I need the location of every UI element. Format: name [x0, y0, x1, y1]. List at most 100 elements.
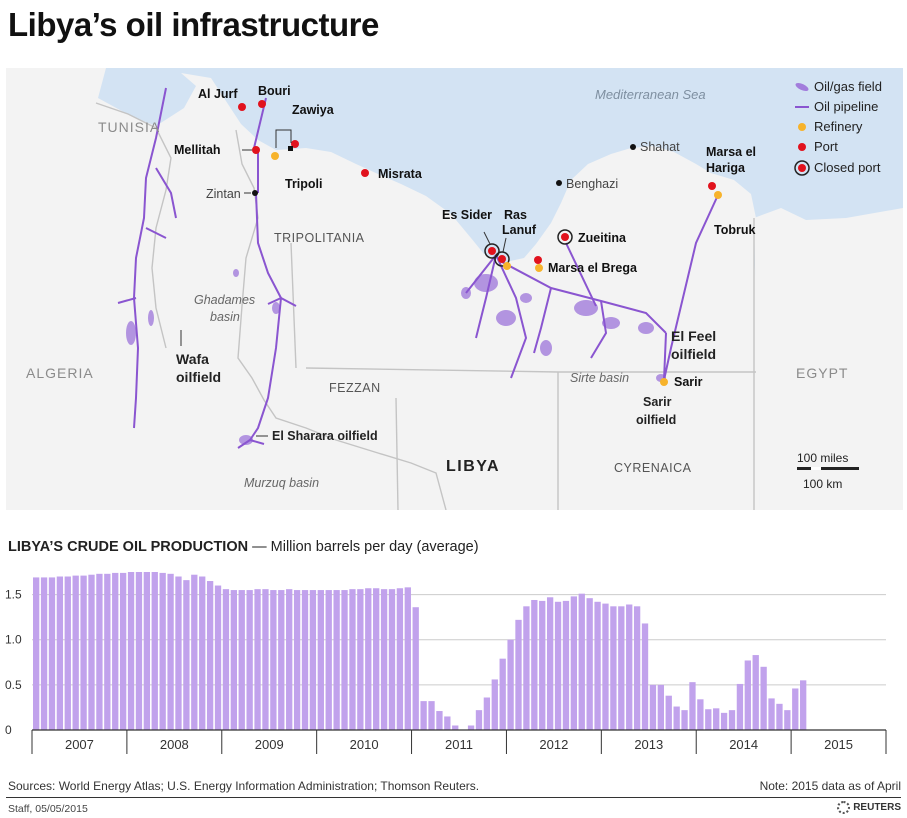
bar — [792, 688, 799, 730]
legend-label-closed-port: Closed port — [814, 160, 881, 175]
x-tick-label: 2015 — [824, 737, 853, 752]
brand-name: REUTERS — [853, 802, 901, 813]
bar — [475, 710, 483, 730]
chart-gridlines: 0 0.5 1.0 1.5 — [5, 588, 886, 737]
place-label-ras-lanuf-line1: Ras — [504, 208, 527, 222]
credit-text: Staff, 05/05/2015 — [8, 803, 88, 815]
scale-label-km: 100 km — [803, 477, 842, 491]
map-markers — [238, 100, 722, 386]
city-marker-benghazi — [556, 180, 562, 186]
port-marker-marsa-brega — [534, 256, 542, 264]
place-label-misrata: Misrata — [378, 167, 423, 181]
bar — [373, 588, 380, 730]
bar — [380, 589, 388, 730]
chart-title: LIBYA’S CRUDE OIL PRODUCTION — [8, 539, 249, 555]
bar — [420, 701, 427, 730]
bar — [728, 710, 736, 730]
chart-x-axis: 2007 2008 2009 2010 2011 2012 2013 2014 2015 — [31, 729, 887, 754]
y-tick-label: 1.0 — [5, 633, 22, 647]
bar — [681, 710, 688, 730]
bar — [515, 619, 522, 730]
bar — [618, 606, 625, 730]
bar — [396, 588, 404, 730]
x-tick-label: 2007 — [65, 737, 94, 752]
bar — [96, 573, 103, 730]
bar — [546, 597, 554, 730]
legend-label-refinery: Refinery — [814, 119, 863, 134]
chart-header: LIBYA’S CRUDE OIL PRODUCTION — Million b… — [8, 539, 479, 555]
footer-rule — [6, 797, 901, 798]
bar — [705, 709, 712, 730]
bar — [135, 572, 143, 730]
bar — [72, 575, 79, 730]
bar — [80, 575, 87, 730]
city-marker-tripoli — [288, 146, 293, 151]
bar — [357, 589, 364, 730]
bar — [199, 576, 206, 730]
bar — [523, 606, 530, 730]
bar — [151, 572, 158, 730]
note-text: Note: 2015 data as of April — [759, 779, 901, 793]
closed-port-marker-zueitina — [557, 229, 573, 245]
bar — [491, 679, 498, 730]
bar — [191, 574, 198, 730]
place-label-zueitina: Zueitina — [578, 231, 627, 245]
bar — [436, 711, 443, 730]
place-label-zintan: Zintan — [206, 187, 241, 201]
chart-bars — [33, 572, 807, 730]
bar — [428, 701, 435, 730]
reuters-logo-icon — [837, 801, 851, 814]
bar — [720, 712, 728, 730]
x-tick-label: 2012 — [539, 737, 568, 752]
bar — [610, 606, 617, 730]
basin-label-ghadames-line2: basin — [210, 310, 240, 324]
y-tick-label: 0 — [5, 723, 12, 737]
closed-port-marker-ras-lanuf — [494, 251, 510, 267]
scale-label-miles: 100 miles — [797, 451, 848, 465]
egypt-land — [754, 208, 903, 510]
bar — [586, 598, 593, 730]
bar — [104, 573, 111, 730]
bar — [33, 577, 40, 730]
chart-subtitle: — Million barrels per day (average) — [252, 539, 479, 555]
y-tick-label: 0.5 — [5, 678, 22, 692]
bar — [562, 600, 570, 730]
reuters-logo: REUTERS — [837, 801, 901, 814]
bar — [48, 577, 56, 730]
x-tick-label: 2011 — [445, 737, 473, 752]
land-area — [6, 68, 760, 510]
x-tick-label: 2010 — [350, 737, 379, 752]
port-marker-al-jurf — [238, 103, 246, 111]
field-label-sarir-line1: Sarir — [643, 395, 672, 409]
bar — [278, 590, 285, 730]
basin-label-sirte: Sirte basin — [570, 371, 629, 385]
production-chart: 00.51.01.5 2007 2008 2009 2010 2011 2012 2013 2… — [5, 572, 887, 754]
field-label-el-feel-line2: oilfield — [671, 346, 716, 362]
bar — [800, 680, 807, 730]
map-legend: Oil/gas field Oil pipeline Refinery Port… — [794, 79, 882, 176]
bar — [570, 596, 578, 730]
bar — [262, 589, 269, 730]
bar — [602, 603, 609, 730]
bar — [88, 574, 95, 730]
basin-label-murzuq: Murzuq basin — [244, 476, 319, 490]
bar — [531, 599, 538, 730]
place-label-bouri: Bouri — [258, 84, 291, 98]
bar — [206, 581, 214, 730]
country-label-egypt: EGYPT — [796, 365, 848, 381]
bar — [744, 660, 751, 730]
field-label-sarir-line2: oilfield — [636, 413, 676, 427]
bar — [127, 572, 135, 730]
bar — [214, 585, 222, 730]
bar — [713, 708, 720, 730]
x-tick-label: 2008 — [160, 737, 189, 752]
refinery-marker-ras-lanuf — [503, 262, 511, 270]
bar — [594, 601, 601, 730]
bar — [64, 576, 71, 730]
place-label-benghazi: Benghazi — [566, 177, 618, 191]
bar — [626, 604, 633, 730]
refinery-marker-marsa-brega — [535, 264, 543, 272]
bar — [222, 589, 230, 730]
bar — [657, 684, 664, 730]
legend-label-port: Port — [814, 139, 838, 154]
